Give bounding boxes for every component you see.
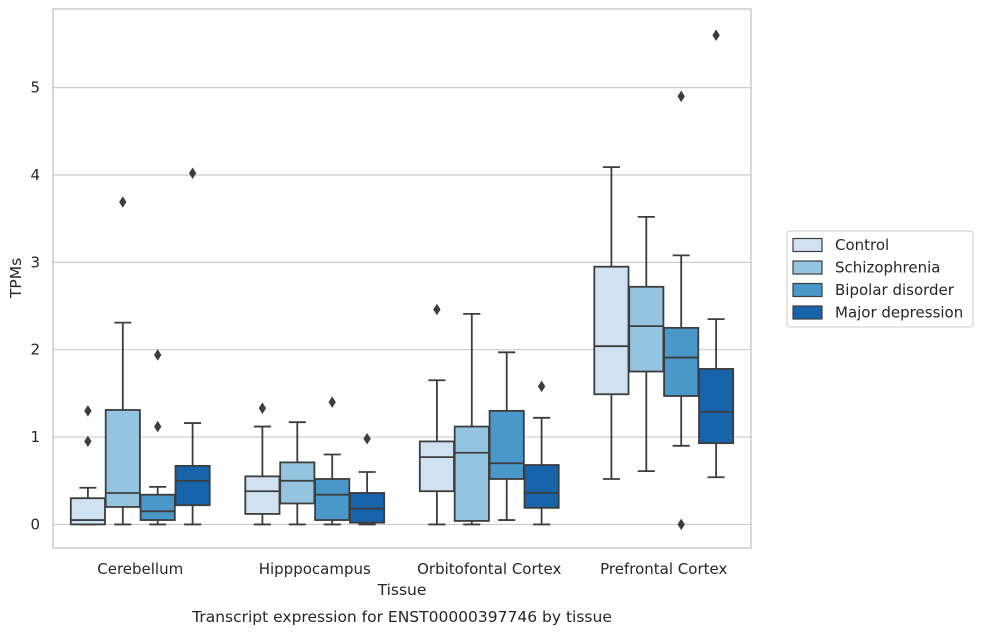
legend-label: Schizophrenia — [835, 259, 940, 277]
box-body — [104, 409, 141, 508]
box-0-2 — [139, 349, 176, 526]
outlier-point — [154, 349, 162, 361]
box-body — [663, 326, 700, 397]
legend-swatch — [792, 305, 823, 320]
legend: Control Schizophrenia Bipolar disorder Majo… — [786, 230, 974, 328]
legend-item: Major depression — [792, 304, 963, 322]
y-tick-label: 5 — [30, 79, 40, 97]
outlier-point — [84, 405, 92, 417]
gridlines — [53, 87, 751, 526]
box-2-0 — [418, 303, 455, 526]
box-1-0 — [244, 402, 281, 526]
legend-item: Schizophrenia — [792, 259, 940, 277]
x-tick-label: Orbitofontal Cortex — [417, 560, 561, 578]
legend-label: Bipolar disorder — [835, 281, 955, 299]
legend-swatch — [792, 237, 823, 253]
outlier-point — [363, 433, 371, 445]
y-tick-label: 3 — [30, 253, 40, 271]
outlier-point — [328, 396, 336, 408]
box-0-0 — [69, 405, 106, 526]
box-2-1 — [453, 312, 490, 526]
x-tick-label: Hipppocampus — [259, 560, 371, 578]
legend-item: Bipolar disorder — [792, 281, 955, 299]
box-body — [593, 265, 630, 396]
outlier-point — [433, 303, 441, 316]
chart-caption: Transcript expression for ENST0000039774… — [191, 608, 612, 626]
box-body — [523, 464, 560, 509]
outlier-point — [188, 167, 197, 179]
box-body — [139, 493, 176, 521]
box-body — [453, 425, 490, 522]
x-tick-label: Prefrontal Cortex — [600, 560, 727, 578]
box-2-2 — [488, 351, 525, 521]
box-0-3 — [174, 167, 211, 526]
outlier-point — [119, 196, 127, 208]
box-body — [244, 475, 281, 515]
box-body — [418, 440, 455, 493]
outlier-point — [677, 518, 685, 531]
x-tick-labels: Cerebellum Hipppocampus Orbitofontal Corte… — [97, 560, 727, 578]
legend-item: Control — [792, 236, 889, 254]
y-tick-label: 4 — [30, 166, 40, 184]
outlier-point — [154, 420, 162, 433]
box-body — [314, 478, 351, 521]
y-tick-labels: 0 1 2 3 4 5 — [30, 79, 40, 534]
plot-frame — [52, 8, 752, 549]
y-tick-label: 2 — [30, 341, 40, 359]
box-3-3 — [698, 29, 735, 479]
box-body — [279, 461, 316, 505]
legend-label: Control — [835, 236, 889, 254]
box-body — [698, 368, 735, 445]
box-body — [488, 409, 525, 480]
box-3-0 — [593, 166, 630, 480]
outlier-point — [84, 435, 92, 448]
outlier-point — [537, 380, 546, 393]
box-body — [628, 285, 665, 373]
box-3-1 — [628, 216, 665, 473]
outlier-point — [258, 402, 267, 414]
box-2-3 — [523, 380, 560, 526]
legend-swatch — [792, 260, 823, 275]
y-axis-title: TPMs — [7, 258, 25, 299]
box-body — [174, 464, 211, 507]
legend-frame — [786, 230, 974, 328]
outlier-point — [677, 90, 685, 103]
box-1-3 — [349, 433, 386, 526]
x-tick-label: Cerebellum — [97, 560, 183, 578]
box-1-2 — [314, 396, 351, 526]
x-axis-title: Tissue — [377, 581, 427, 599]
outlier-point — [712, 29, 720, 41]
y-tick-label: 1 — [30, 428, 40, 446]
boxes — [69, 29, 735, 531]
box-0-1 — [104, 196, 141, 526]
legend-label: Major depression — [835, 304, 963, 322]
legend-swatch — [792, 282, 823, 298]
y-tick-label: 0 — [30, 515, 40, 533]
box-1-1 — [279, 421, 316, 526]
box-3-2 — [663, 90, 700, 531]
